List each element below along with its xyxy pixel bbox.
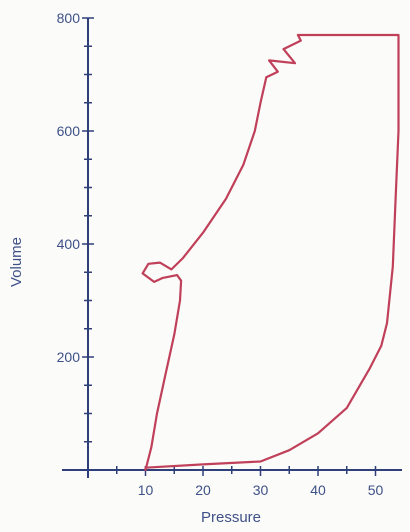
x-tick-label: 40 <box>310 482 326 498</box>
x-tick-label: 30 <box>253 482 269 498</box>
tick-marks <box>82 17 377 476</box>
x-tick-label: 20 <box>195 482 211 498</box>
series-layer <box>141 33 400 472</box>
x-axis-label: Pressure <box>201 509 261 526</box>
axes <box>62 18 402 478</box>
y-tick-label: 400 <box>57 236 81 252</box>
y-tick-label: 800 <box>57 10 81 26</box>
series-line <box>141 33 400 472</box>
x-tick-label: 10 <box>138 482 154 498</box>
y-tick-label: 600 <box>57 123 81 139</box>
tick-labels: 200 400 600 800 10 20 30 40 50 <box>57 10 384 498</box>
y-tick-label: 200 <box>57 349 81 365</box>
y-axis-label: Volume <box>8 237 25 287</box>
x-tick-label: 50 <box>368 482 384 498</box>
